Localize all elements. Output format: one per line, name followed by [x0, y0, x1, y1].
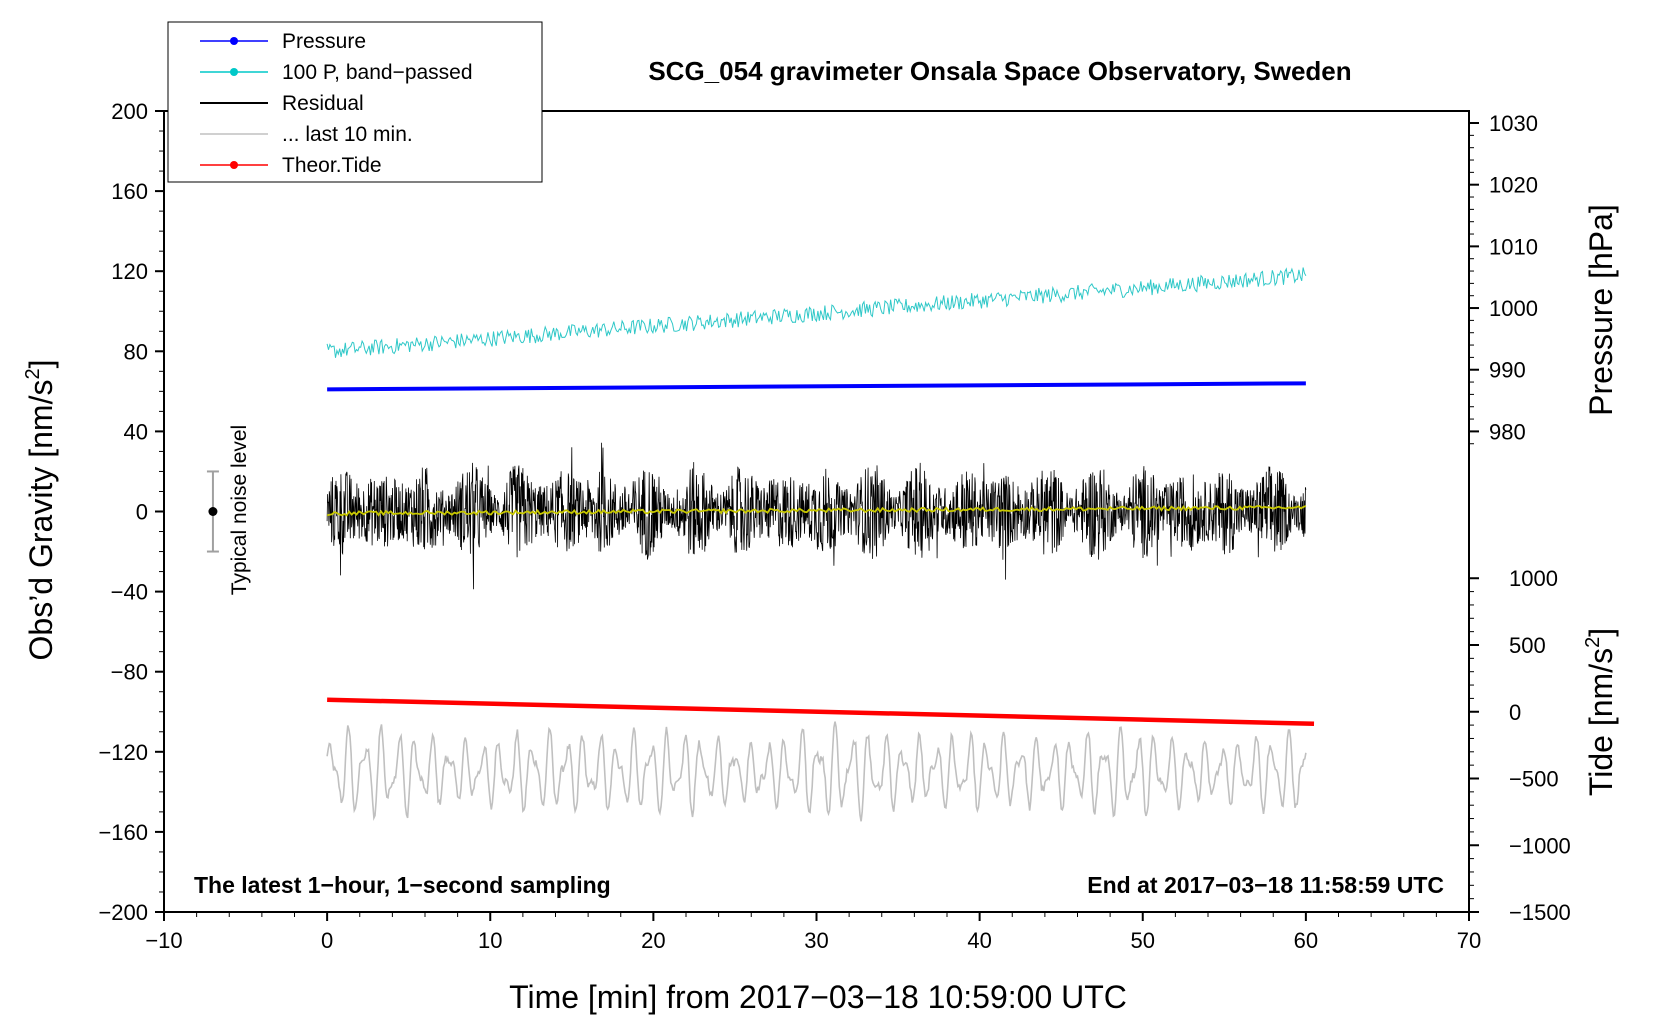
pressure-tick-label: 1030	[1489, 111, 1538, 136]
y-axis-title: Obs’d Gravity [nm/s2]	[22, 360, 59, 661]
subtitle-left: The latest 1−hour, 1−second sampling	[194, 872, 611, 898]
x-tick-label: 40	[967, 928, 991, 953]
legend-label: 100 P, band−passed	[282, 61, 473, 84]
legend-label: Theor.Tide	[282, 154, 382, 177]
pressure-tick-label: 1010	[1489, 234, 1538, 259]
tide-tick-label: 1000	[1509, 566, 1558, 591]
tide-axis-title: Tide [nm/s2]	[1582, 628, 1619, 796]
x-tick-label: 20	[641, 928, 665, 953]
pressure-tick-label: 980	[1489, 419, 1526, 444]
x-tick-label: 60	[1294, 928, 1318, 953]
x-tick-label: 0	[321, 928, 333, 953]
noise-bar	[206, 470, 219, 553]
y-tick-label: 120	[111, 259, 148, 284]
pressure-axis-ticks: 980 990 1000 1010 1020 1030	[1469, 111, 1538, 444]
series-theoretical-tide	[327, 697, 1315, 727]
x-tick-label: 10	[478, 928, 502, 953]
y-tick-label: 200	[111, 99, 148, 124]
legend-label: ... last 10 min.	[282, 123, 413, 146]
y-tick-label: −200	[98, 900, 148, 925]
chart-title: SCG_054 gravimeter Onsala Space Observat…	[648, 56, 1351, 86]
y-tick-label: −40	[111, 580, 148, 605]
y-axis-ticks: −200 −160 −120 −80 −40 0 40 80 120 160 200	[98, 99, 164, 925]
y-tick-label: 0	[136, 500, 148, 525]
legend-marker	[230, 68, 238, 76]
legend-label: Residual	[282, 92, 364, 115]
x-tick-label: 30	[804, 928, 828, 953]
legend-marker	[230, 37, 238, 45]
series-layer	[326, 267, 1315, 822]
subtitle-right: End at 2017−03−18 11:58:59 UTC	[1087, 872, 1444, 898]
y-tick-label: 160	[111, 179, 148, 204]
tide-tick-label: −500	[1509, 767, 1559, 792]
pressure-axis-title: Pressure [hPa]	[1583, 204, 1619, 416]
y-tick-label: −80	[111, 660, 148, 685]
legend: Pressure 100 P, band−passed Residual ... la…	[167, 21, 543, 183]
tide-tick-label: −1000	[1509, 833, 1571, 858]
y-tick-label: 40	[124, 419, 148, 444]
pressure-tick-label: 1020	[1489, 173, 1538, 198]
tide-tick-label: 0	[1509, 700, 1521, 725]
tide-tick-label: −1500	[1509, 900, 1571, 925]
tide-tick-label: 500	[1509, 633, 1546, 658]
x-tick-label: 70	[1457, 928, 1481, 953]
x-tick-label: −10	[145, 928, 182, 953]
y-tick-label: −160	[98, 820, 148, 845]
noise-label: Typical noise level	[228, 425, 251, 595]
tide-axis-title-sup: 2	[1582, 637, 1604, 648]
legend-label: Pressure	[282, 30, 366, 53]
y-tick-label: −120	[98, 740, 148, 765]
y-axis-title-sup: 2	[22, 368, 44, 379]
series-residual	[326, 442, 1307, 590]
tide-axis-ticks: −1500 −1000 −500 0 500 1000	[1469, 566, 1571, 925]
series-pressure	[327, 381, 1306, 392]
pressure-tick-label: 1000	[1489, 296, 1538, 321]
noise-bar-center	[208, 507, 218, 516]
y-tick-label: 80	[124, 339, 148, 364]
x-axis-title: Time [min] from 2017−03−18 10:59:00 UTC	[509, 979, 1127, 1015]
x-tick-label: 50	[1131, 928, 1155, 953]
pressure-tick-label: 990	[1489, 358, 1526, 383]
series-residual-smoothed	[326, 504, 1307, 517]
series-last-10-min	[326, 721, 1307, 822]
x-axis-ticks: −10 0 10 20 30 40 50 60 70	[145, 912, 1481, 953]
legend-marker	[230, 161, 238, 169]
series-band-passed	[326, 267, 1307, 358]
